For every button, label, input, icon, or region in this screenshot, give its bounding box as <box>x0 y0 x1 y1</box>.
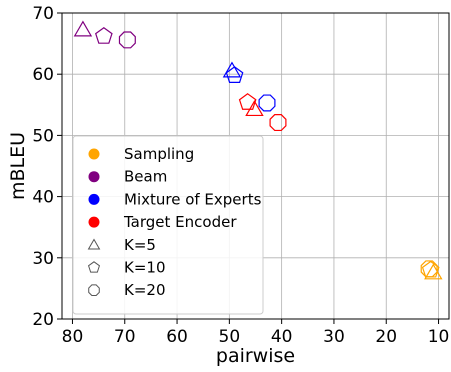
legend-label: Beam <box>124 168 167 186</box>
legend-marker <box>87 238 101 250</box>
y-tick-label: 40 <box>32 188 54 208</box>
legend-label: K=10 <box>124 259 166 277</box>
legend-marker <box>88 148 100 160</box>
x-tick-label: 50 <box>219 327 241 347</box>
point-beam-k5 <box>73 20 93 37</box>
point-mixture-of-experts-k5 <box>222 61 242 78</box>
legend-label: K=20 <box>124 281 166 299</box>
x-tick-label: 10 <box>428 327 450 347</box>
plot-frame <box>61 12 450 320</box>
x-tick-label: 40 <box>271 327 293 347</box>
point-mixture-of-experts-k20 <box>258 94 276 112</box>
legend-marker <box>88 216 100 228</box>
legend-label: Sampling <box>124 145 194 163</box>
x-axis-label: pairwise <box>216 345 295 367</box>
x-axis-ticks: 80 70 60 50 40 30 20 10 <box>62 319 450 347</box>
legend-label: Mixture of Experts <box>124 190 262 208</box>
point-target-encoder-k10 <box>238 93 257 110</box>
legend-box <box>72 135 264 315</box>
point-sampling-k20 <box>420 260 438 278</box>
point-beam-k10 <box>95 26 113 44</box>
y-tick-label: 50 <box>32 126 54 146</box>
x-tick-label: 20 <box>375 327 397 347</box>
y-tick-label: 70 <box>32 4 54 24</box>
y-tick-label: 30 <box>32 249 54 269</box>
point-beam-k20 <box>118 31 136 49</box>
x-tick-label: 80 <box>62 327 84 347</box>
y-axis-label: mBLEU <box>7 132 29 200</box>
x-tick-label: 70 <box>114 327 136 347</box>
legend-label: Target Encoder <box>123 213 237 231</box>
point-target-encoder-k20 <box>269 114 287 132</box>
legend-marker <box>88 171 100 183</box>
y-tick-label: 20 <box>32 310 54 330</box>
legend-label: K=5 <box>124 236 156 254</box>
legend: Sampling Beam Mixture of Experts Target Enc… <box>72 135 264 315</box>
legend-marker <box>88 193 100 205</box>
y-tick-label: 60 <box>32 65 54 85</box>
x-tick-label: 60 <box>166 327 188 347</box>
y-axis-ticks: 20 30 40 50 60 70 <box>32 4 62 330</box>
point-target-encoder-k5 <box>245 100 264 117</box>
data-points <box>73 20 443 280</box>
x-tick-label: 30 <box>323 327 345 347</box>
point-mixture-of-experts-k10 <box>225 66 244 83</box>
legend-marker <box>88 284 100 296</box>
legend-marker <box>87 261 101 273</box>
